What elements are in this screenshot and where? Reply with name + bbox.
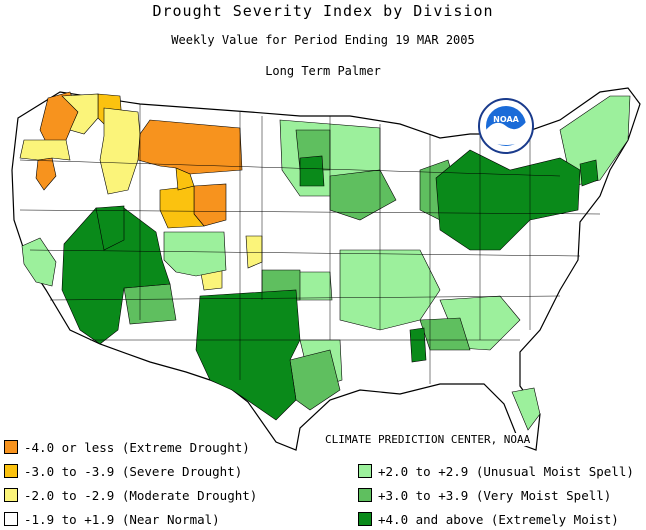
legend-label: -2.0 to -2.9 (Moderate Drought) — [24, 488, 258, 503]
legend-item: -1.9 to +1.9 (Near Normal) — [4, 512, 220, 528]
noaa-logo-text: NOAA — [493, 115, 519, 124]
region-extrmoist-nj — [579, 159, 599, 187]
legend-label: -4.0 or less (Extreme Drought) — [24, 440, 250, 455]
legend-swatch — [4, 440, 18, 454]
credit-text: CLIMATE PREDICTION CENTER, NOAA — [323, 433, 533, 446]
legend-item: +4.0 and above (Extremely Moist) — [358, 512, 619, 528]
legend-swatch — [358, 464, 372, 478]
map-subtitle: Weekly Value for Period Ending 19 MAR 20… — [171, 33, 475, 47]
legend-label: +2.0 to +2.9 (Unusual Moist Spell) — [378, 464, 634, 479]
index-name: Long Term Palmer — [265, 64, 381, 78]
legend-swatch — [358, 488, 372, 502]
map-title: Drought Severity Index by Division — [152, 2, 494, 20]
region-extrmoist-oh-valley — [435, 149, 581, 251]
legend-swatch — [4, 464, 18, 478]
legend-item: +3.0 to +3.9 (Very Moist Spell) — [358, 488, 611, 504]
legend-label: -1.9 to +1.9 (Near Normal) — [24, 512, 220, 527]
legend-swatch — [4, 512, 18, 526]
region-extrmoist-la — [409, 327, 427, 363]
legend-item: -4.0 or less (Extreme Drought) — [4, 440, 250, 456]
region-verymoist-tx-coast — [289, 349, 341, 411]
division-lines — [19, 104, 601, 384]
noaa-logo — [478, 98, 534, 154]
legend-label: -3.0 to -3.9 (Severe Drought) — [24, 464, 243, 479]
legend-item: -2.0 to -2.9 (Moderate Drought) — [4, 488, 257, 504]
region-moist-ut-co — [163, 231, 227, 277]
legend-swatch — [4, 488, 18, 502]
region-extrmoist-tx — [195, 289, 301, 421]
legend-label: +4.0 and above (Extremely Moist) — [378, 512, 619, 527]
us-drought-map: NOAA — [11, 87, 641, 451]
region-moderate-id — [99, 107, 141, 195]
region-moist-fl — [511, 387, 541, 431]
legend-label: +3.0 to +3.9 (Very Moist Spell) — [378, 488, 612, 503]
legend-item: +2.0 to +2.9 (Unusual Moist Spell) — [358, 464, 634, 480]
region-verymoist-nm — [123, 283, 177, 325]
legend-swatch — [358, 512, 372, 526]
region-moderate-or — [19, 139, 71, 161]
region-extrmoist-mn — [299, 155, 325, 187]
region-severe-mt — [175, 167, 195, 191]
region-extrmoist-nv — [95, 205, 125, 251]
region-moderate-co — [245, 235, 263, 269]
legend-item: -3.0 to -3.9 (Severe Drought) — [4, 464, 242, 480]
region-moderate-wa — [61, 93, 99, 135]
